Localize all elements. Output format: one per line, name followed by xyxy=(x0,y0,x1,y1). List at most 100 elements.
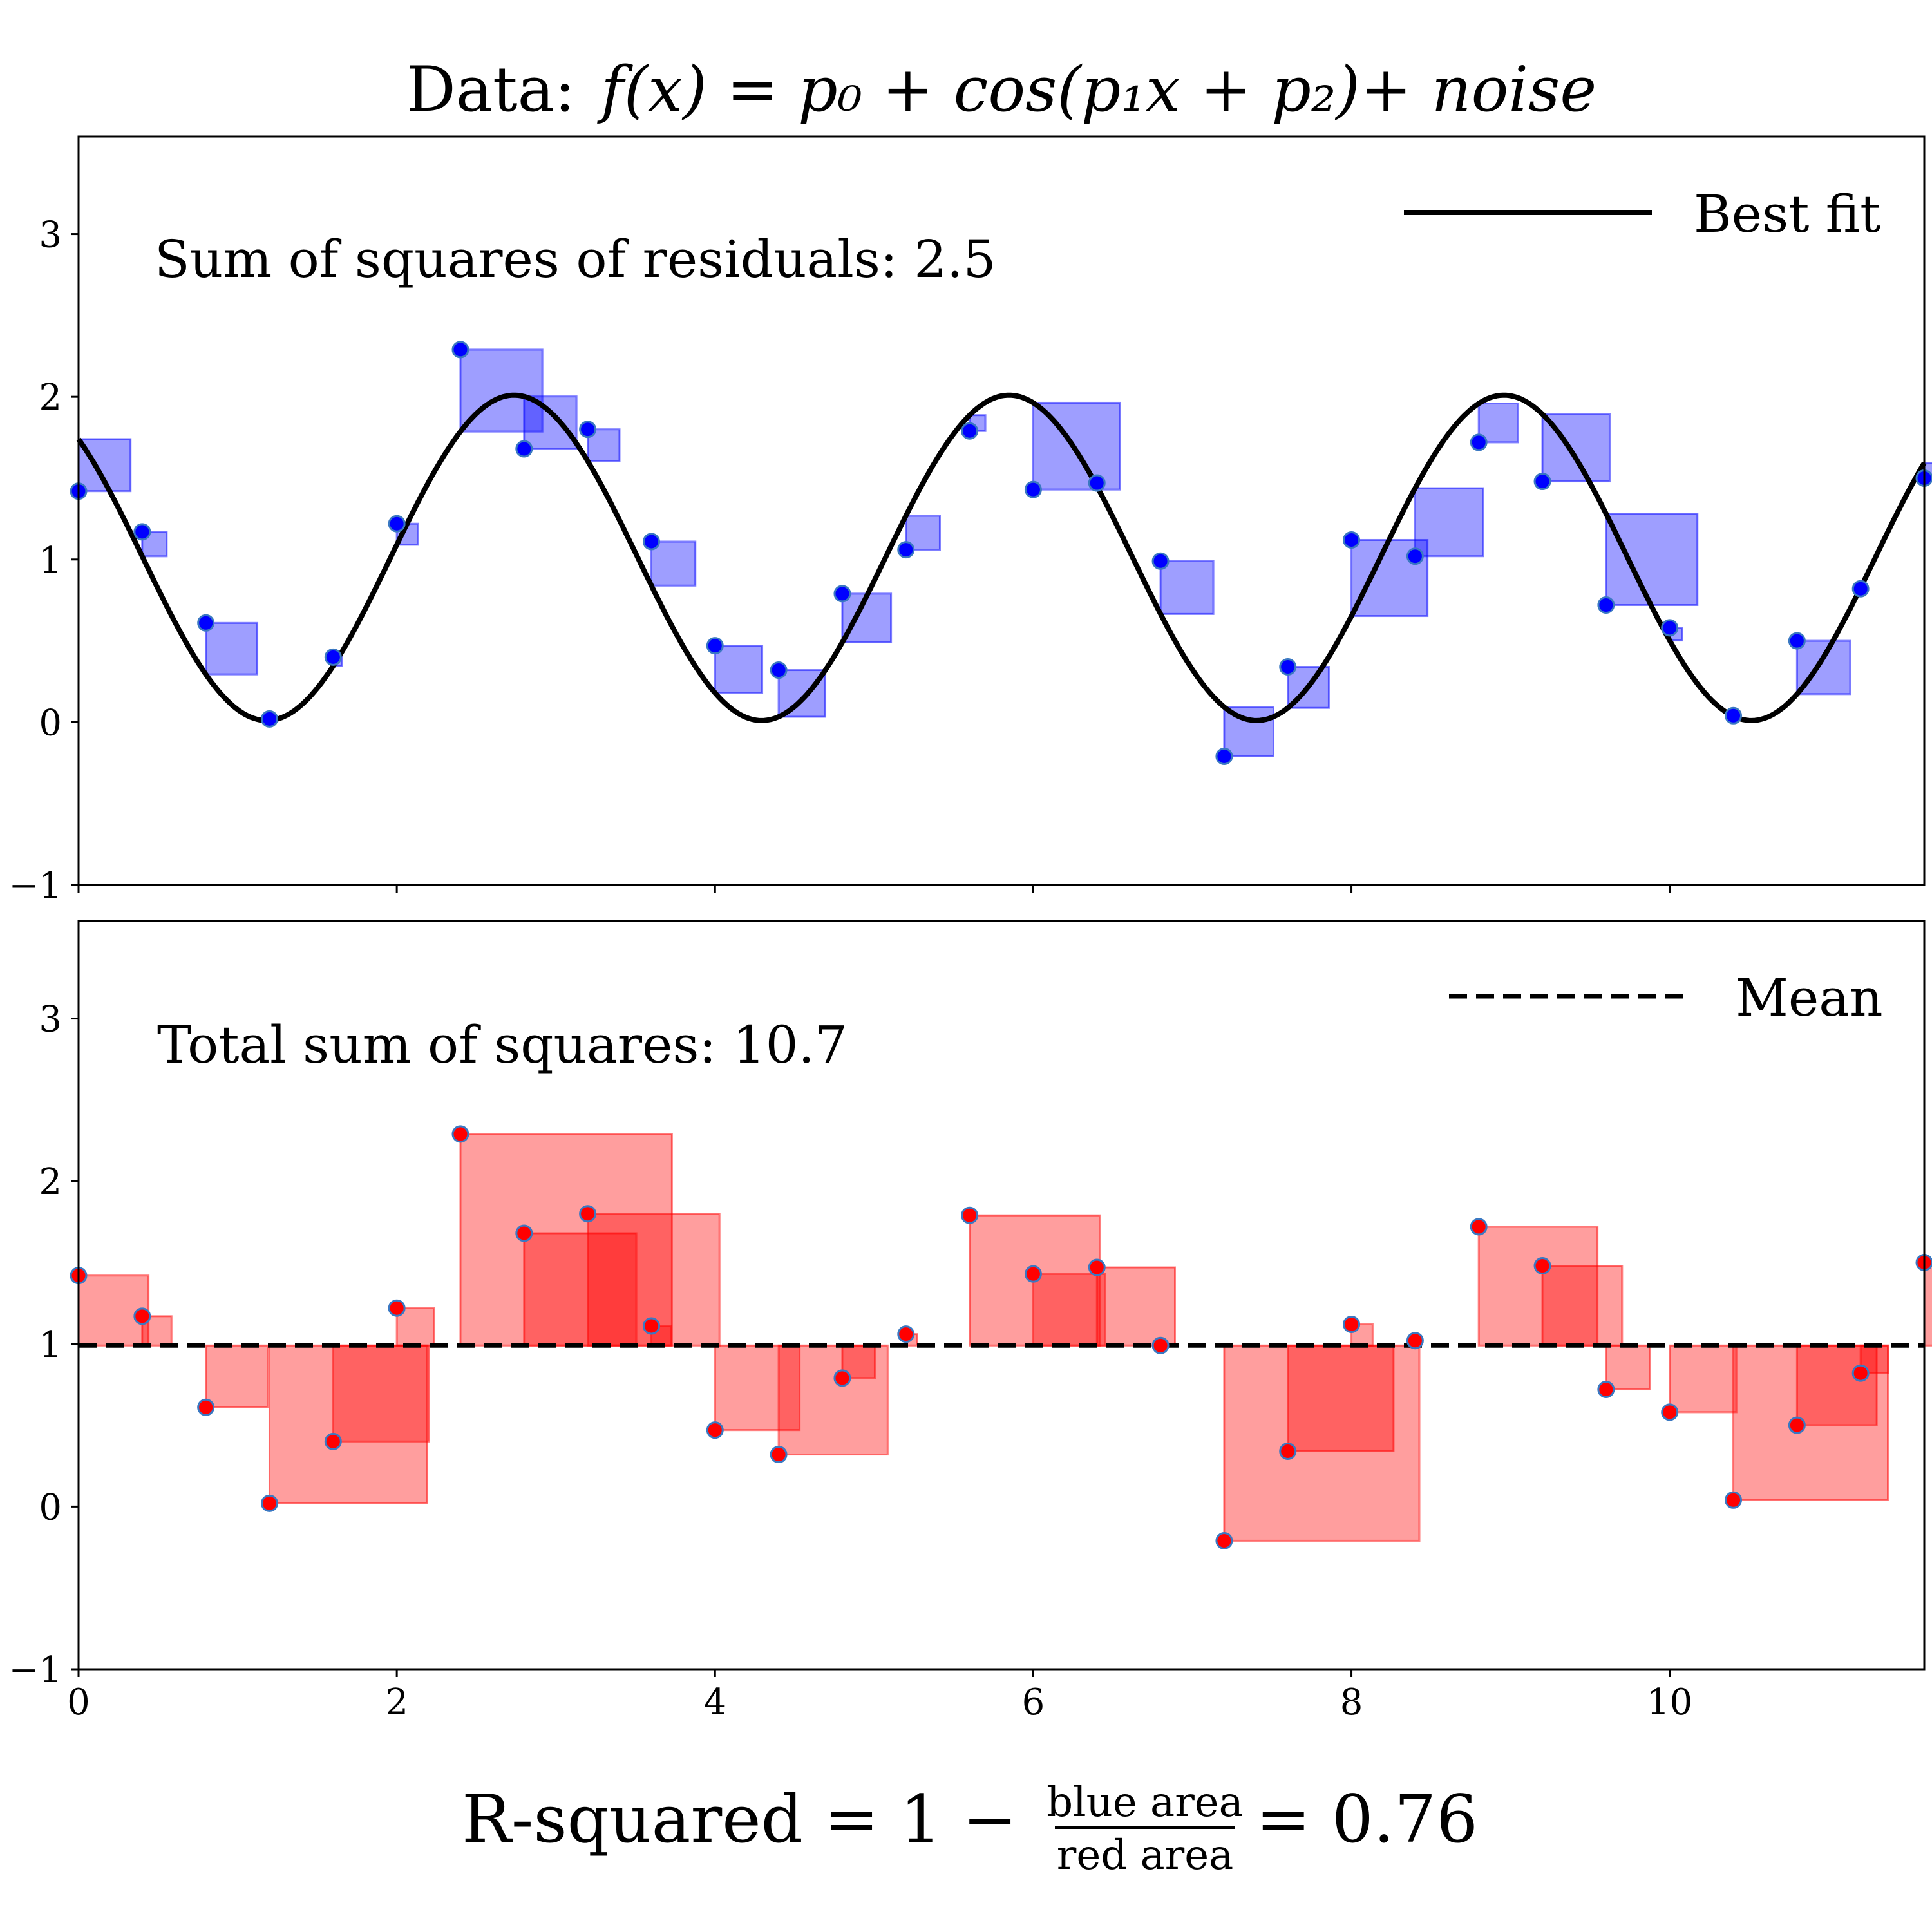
data-point xyxy=(197,1398,215,1416)
data-point xyxy=(451,1125,469,1143)
y-tick-label: −1 xyxy=(8,865,62,907)
data-point xyxy=(388,1299,406,1317)
data-point xyxy=(451,341,469,359)
data-point xyxy=(1406,1332,1424,1350)
formula-denominator: red area xyxy=(1057,1832,1234,1879)
data-point xyxy=(515,1224,533,1242)
data-point xyxy=(579,1205,597,1223)
data-point xyxy=(1151,552,1170,570)
data-point xyxy=(1279,1443,1297,1461)
y-tick-label: −1 xyxy=(8,1649,62,1691)
residual-square xyxy=(1159,560,1215,615)
data-point xyxy=(1725,1491,1743,1509)
total-square xyxy=(1923,1261,1932,1347)
data-point xyxy=(1788,632,1806,650)
data-point xyxy=(324,1432,342,1450)
x-tick-label: 0 xyxy=(67,1681,90,1723)
best-fit-curve xyxy=(76,392,1927,723)
data-point xyxy=(1852,1364,1870,1382)
data-point xyxy=(1343,531,1361,549)
total-square xyxy=(523,1232,638,1347)
total-square xyxy=(268,1344,429,1504)
y-tick-label: 3 xyxy=(39,999,62,1041)
title-formula: f(x) = p₀ + cos(p₁x + p₂)+ noise xyxy=(597,53,1596,126)
residuals-annotation: Sum of squares of residuals: 2.5 xyxy=(155,229,996,289)
total-square xyxy=(1223,1344,1421,1542)
x-axis-ticks: 0 2 4 6 8 10 xyxy=(67,1669,1692,1723)
data-point xyxy=(1661,1403,1679,1421)
data-point xyxy=(1661,619,1679,637)
y-tick-label: 2 xyxy=(39,377,62,419)
residual-square xyxy=(905,515,941,551)
y-tick-label: 1 xyxy=(39,540,62,582)
data-point xyxy=(961,1206,979,1224)
y-tick-label: 3 xyxy=(39,214,62,256)
residual-square xyxy=(1477,402,1519,444)
total-square xyxy=(1477,1226,1599,1347)
data-point xyxy=(1533,1257,1551,1275)
plot-frame xyxy=(77,135,1926,886)
data-points xyxy=(70,341,1932,765)
figure-title: Data: f(x) = p₀ + cos(p₁x + p₂)+ noise xyxy=(406,53,1596,126)
data-point xyxy=(642,533,660,551)
data-point xyxy=(1597,1381,1615,1399)
data-point xyxy=(1725,706,1743,724)
data-point xyxy=(1024,480,1042,498)
residual-square xyxy=(841,592,893,644)
data-point xyxy=(388,515,406,533)
y-tick-label: 0 xyxy=(39,702,62,744)
data-point xyxy=(833,1369,851,1387)
residual-square xyxy=(650,540,697,587)
formula-numerator: blue area xyxy=(1046,1779,1244,1826)
data-point xyxy=(197,614,215,632)
total-square xyxy=(1032,1273,1106,1347)
data-point xyxy=(1470,1218,1488,1236)
data-point xyxy=(260,710,278,728)
r-squared-formula: R-squared = 1 − blue area red area = 0.7… xyxy=(462,1779,1478,1879)
data-point xyxy=(1279,658,1297,676)
x-axis-ticks xyxy=(77,885,1671,893)
data-point xyxy=(579,421,597,439)
residual-square xyxy=(523,395,578,450)
plot-frame xyxy=(77,920,1926,1671)
data-points xyxy=(70,1125,1932,1549)
total-square xyxy=(1795,1344,1878,1426)
x-tick-label: 8 xyxy=(1340,1681,1363,1723)
data-point xyxy=(770,661,788,679)
residual-square xyxy=(1223,706,1274,757)
residual-square xyxy=(714,645,764,694)
total-square xyxy=(1605,1344,1651,1391)
data-point xyxy=(961,422,979,440)
y-axis-ticks: −1 0 1 2 3 xyxy=(8,214,79,907)
total-squares xyxy=(77,1133,1932,1542)
data-point xyxy=(1088,1258,1106,1276)
residual-square xyxy=(1414,487,1484,558)
formula-rhs: = 0.76 xyxy=(1256,1781,1478,1858)
total-square xyxy=(205,1344,269,1408)
x-tick-label: 2 xyxy=(385,1681,408,1723)
residual-square xyxy=(1605,513,1699,607)
data-point xyxy=(1406,547,1424,565)
residual-square xyxy=(587,428,621,462)
data-point xyxy=(1533,473,1551,491)
total-square xyxy=(777,1344,889,1456)
total-square xyxy=(141,1315,173,1347)
total-square xyxy=(1541,1265,1624,1347)
data-point xyxy=(1597,596,1615,614)
data-point xyxy=(133,1307,151,1325)
x-tick-label: 4 xyxy=(703,1681,726,1723)
x-tick-label: 10 xyxy=(1647,1681,1692,1723)
y-axis-ticks: −1 0 1 2 3 xyxy=(8,999,79,1691)
data-point xyxy=(1088,474,1106,492)
data-point xyxy=(1151,1336,1170,1354)
data-point xyxy=(706,637,724,655)
legend-label-best-fit: Best fit xyxy=(1694,184,1880,244)
data-point xyxy=(515,440,533,458)
data-point xyxy=(897,1325,915,1343)
data-point xyxy=(642,1317,660,1335)
residual-square xyxy=(459,348,544,433)
total-square xyxy=(1287,1344,1395,1453)
